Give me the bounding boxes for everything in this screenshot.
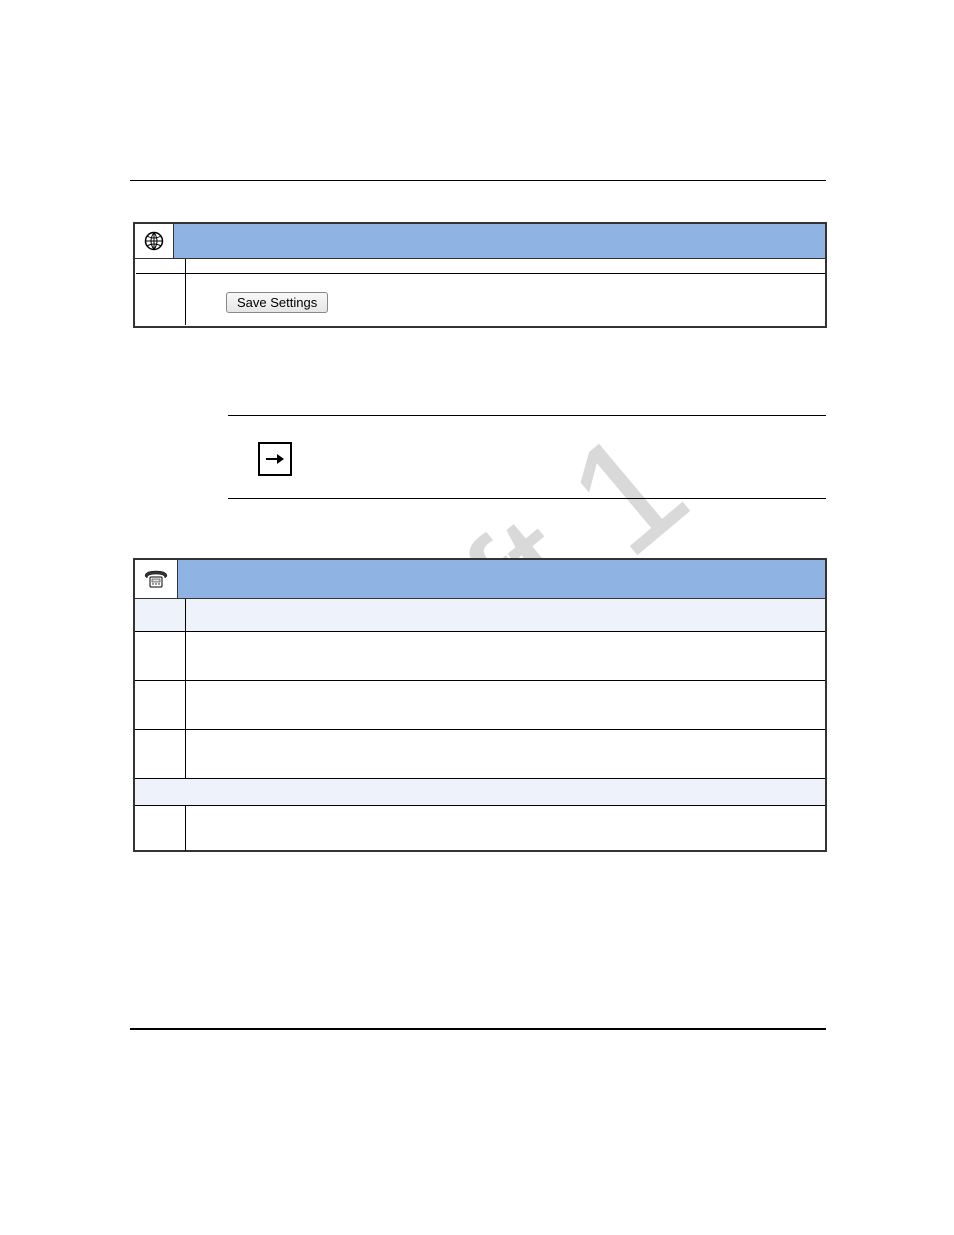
- bottom-panel: [133, 558, 827, 852]
- bottom-horizontal-rule: [130, 1028, 826, 1030]
- arrow-right-icon: [258, 442, 292, 476]
- top-horizontal-rule: [130, 180, 826, 181]
- top-panel-right-cell: Save Settings: [186, 259, 825, 325]
- globe-icon: [135, 224, 174, 258]
- bottom-table: [135, 599, 825, 851]
- top-panel-left-cell: [135, 259, 186, 325]
- save-settings-button[interactable]: Save Settings: [226, 292, 328, 313]
- table-row: [135, 730, 825, 779]
- bottom-panel-header: [135, 560, 825, 599]
- top-panel: Save Settings: [133, 222, 827, 328]
- note-bottom-rule: [228, 498, 826, 499]
- phone-icon: [135, 560, 178, 598]
- table-row: [135, 632, 825, 681]
- top-panel-header: [135, 224, 825, 259]
- note-top-rule: [228, 415, 826, 416]
- table-row: [135, 806, 825, 851]
- table-header-row: [135, 599, 825, 632]
- table-row: [135, 681, 825, 730]
- table-section-row: [135, 779, 825, 806]
